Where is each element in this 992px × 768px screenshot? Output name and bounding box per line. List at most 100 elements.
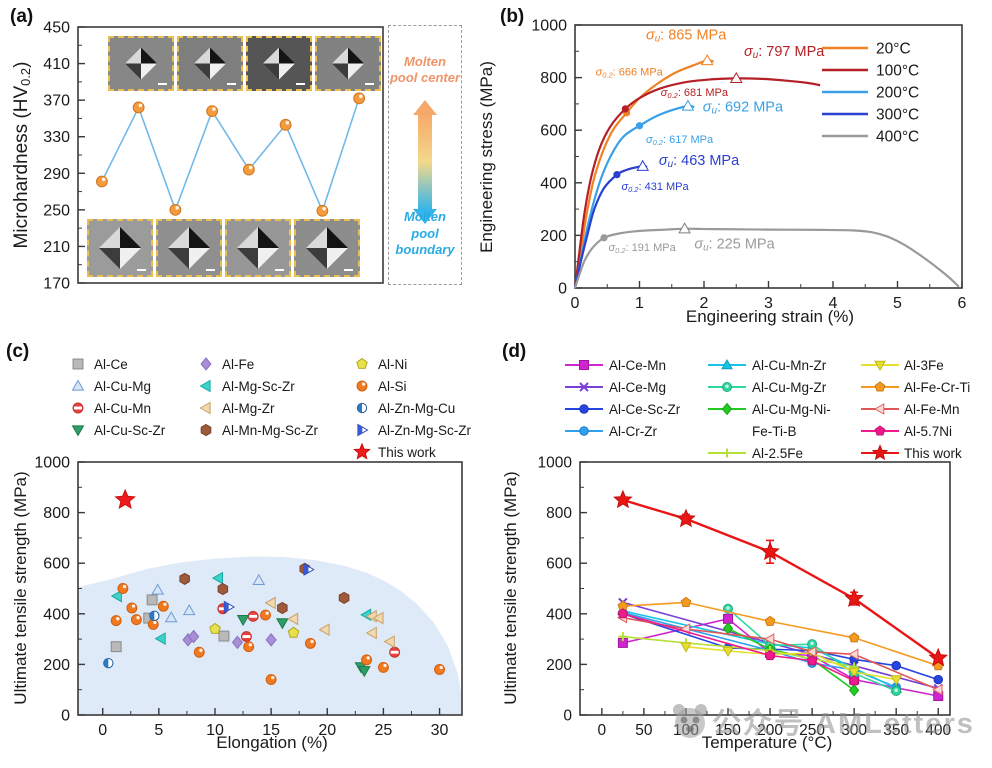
axis-text: 20°C [876,41,911,58]
series-Al-5.7Ni [617,608,860,686]
axis-text: 0 [563,708,572,725]
data-point-microhardness-highlight [138,103,143,108]
series-Al-Mn-Mg-Sc-Zr [179,562,350,615]
scale-bar [344,269,353,271]
legend-marker-Al-Ce-Mg [579,382,589,392]
legend-marker-Al-Zn-Mg-Cu-half [357,403,362,413]
axis-label: σ0.2: 617 MPa [646,134,714,147]
axis-label: Engineering stress (MPa) [477,61,496,253]
vickers-indent-icon [263,47,305,85]
axis-text: 170 [43,276,70,293]
point-Al-Si-highlight [199,648,203,652]
point-Al-Cu-Mg-Zr-dot [726,606,730,610]
axis-text: 600 [540,123,567,140]
gradient-double-arrow-icon [413,100,437,224]
point-Al-Si [130,614,142,626]
point-Al-Fe-Mn [806,645,817,658]
axis-text: Al-5.7Ni [904,424,952,439]
axis-label: Microhardness (HV0.2) [11,62,33,249]
point-Al-3Fe [848,667,860,679]
point-Al-Mn-Mg-Sc-Zr [217,582,229,596]
point-Al-Ce-Mn [723,613,733,624]
axis-text: Al-Cu-Sc-Zr [94,423,166,438]
point-Al-3Fe [680,642,692,653]
point-Al-Zn-Mg-Sc-Zr-half [224,601,229,613]
axis-text: (b) [500,6,524,27]
legend-marker-Al-Si-highlight [362,382,366,386]
axis-text: Al-Zn-Mg-Cu [378,401,455,416]
point-Al-Si-highlight [248,643,252,647]
series-line-Al-Ce-Sc-Zr [622,613,939,681]
vickers-indent-icon [194,47,236,85]
scale-bar [158,83,167,85]
legend-marker-Al-5.7Ni [874,425,886,436]
point-Al-Cu-Mn-stripe [390,650,399,654]
series-Al-Si [110,583,445,686]
vickers-indent-icon [332,47,374,85]
axis-label: σ0.2: 681 MPa [661,87,729,100]
axis-text: Al-Ce [94,357,128,372]
axis-text: Al-Cr-Zr [609,424,657,439]
point-Al-Si [117,583,129,594]
axis-text: 210 [43,239,70,256]
series-Al-Fe [182,629,277,650]
axis-text: 410 [43,56,70,73]
legend-marker-Al-Cr-Zr [579,426,589,436]
point-Al-5.7Ni [617,608,629,619]
data-point-microhardness-highlight [359,94,363,99]
data-point-microhardness [353,92,366,105]
point-Al-Mn-Mg-Sc-Zr [338,591,350,604]
point-Al-Mg-Zr [365,626,377,640]
axis-text: 30 [431,722,449,739]
point-Al-Si [260,609,271,621]
axis-text: 200 [43,657,70,674]
uts-marker-200°C [681,99,695,111]
point-Al-Cu-Mn-stripe [249,614,258,618]
point-Al-Si-highlight [366,656,370,660]
legend-marker-Al-Cu-Mn-stripe [74,406,82,410]
chart-svg-c: 0 200 400 600 800 1000 0 5 10 15 20 25 30 (c) Ultimate… [6,341,471,752]
axes: 0 200 400 600 800 1000 0 1 2 3 4 5 6 [531,18,966,313]
point-Al-Fe [231,635,244,650]
point-Al-Cu-Mg-Zr-dot [810,641,814,646]
molten-pool-annotation-box: Molten pool center Molten pool boundary [388,25,462,285]
point-Al-Cu-Sc-Zr [357,666,371,678]
axis-text: 150 [715,722,741,739]
series-curve-400°C [573,227,960,289]
axis-text: 20 [318,722,336,739]
point-Al-Ce [146,594,158,606]
series-Al-Mg-Sc-Zr [110,571,372,645]
axes: 0 200 400 600 800 1000 0 50 100 150 200 250 300 350 40… [538,455,952,740]
chart-svg-d: 0 200 400 600 800 1000 0 50 100 150 200 250 300 350 40… [501,341,970,752]
arrow-down-icon [413,209,437,224]
point-Al-Ce [110,641,122,653]
sem-indent-image [108,36,174,91]
chart-svg-a: 170 210 250 290 330 370 410 450 (a) Microhardness… [10,6,384,293]
axes: 0 200 400 600 800 1000 0 5 10 15 20 25 30 [34,455,463,739]
series-This work [613,489,949,667]
axis-text: 1000 [34,455,70,472]
point-This work [928,647,949,667]
axis-text: 3 [764,295,773,312]
axis-text: Al-Mg-Sc-Zr [222,379,295,394]
yield-marker-300°C [613,171,621,179]
arrow-up-icon [413,100,437,115]
axis-text: Al-Cu-Mg-Zr [752,380,827,395]
axis-label: σ0.2: 666 MPa [596,66,664,79]
point-Al-Si-highlight [163,602,167,606]
data-point-microhardness [169,203,182,216]
axis-text: This work [904,446,962,461]
series-Al-Cu-Sc-Zr [236,615,371,678]
scale-bar [206,269,215,271]
axis-text: 800 [43,505,70,522]
legend-marker-Al-Ce [72,358,84,370]
axis-text: 450 [43,20,70,37]
axis-text: 400 [43,606,70,623]
point-Al-Cu-Mg [151,583,165,595]
axis-label: σu: 463 MPa [659,153,740,170]
axis-text: 1000 [531,18,567,35]
data-point-microhardness-highlight [248,165,253,170]
point-This work [676,508,696,528]
legend-marker-Al-Mn-Mg-Sc-Zr [200,423,212,437]
